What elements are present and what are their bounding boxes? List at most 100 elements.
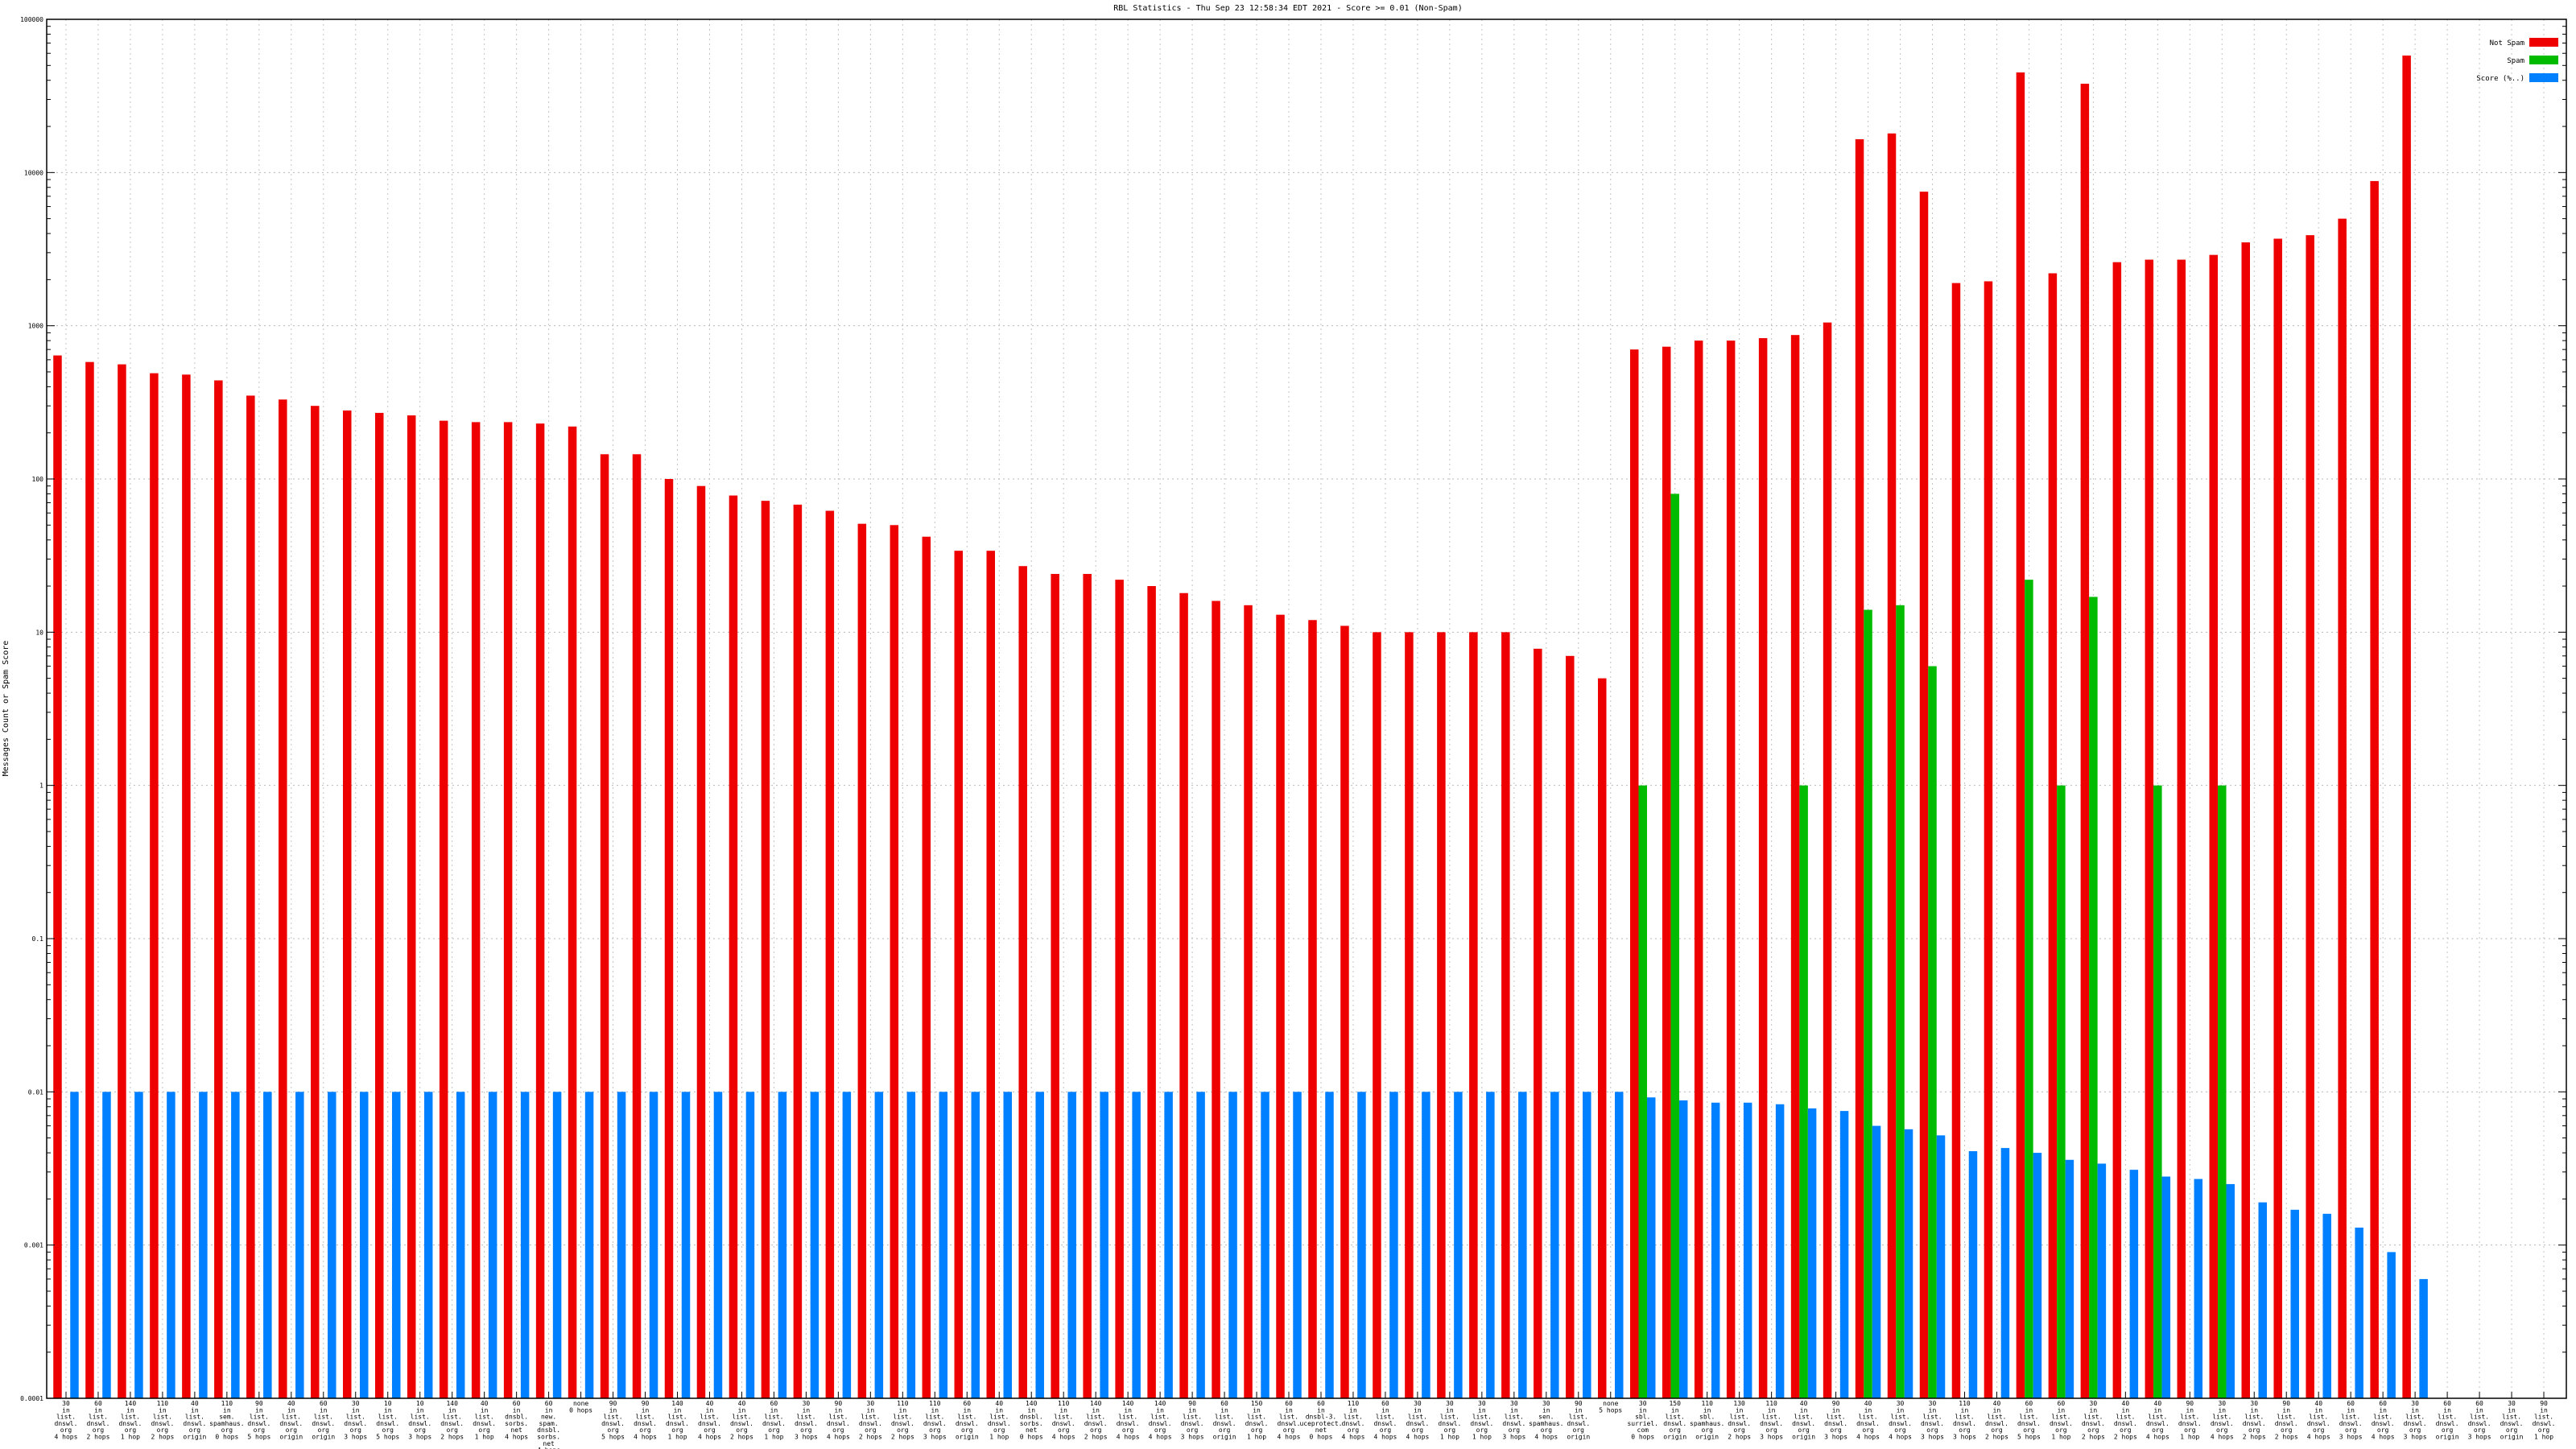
not-spam-bar [2048,273,2058,1399]
score-bar [874,1092,884,1398]
score-bar [906,1092,916,1398]
score-bar [134,1092,143,1398]
x-tick-label: 30 in sen. spamhaus. org 4 hops [1529,1400,1563,1441]
x-tick-label: 40 in list. dnswl. org origin [1792,1400,1815,1441]
legend-swatch [2529,73,2558,82]
x-tick-label: 30 in list. dnswl. org 3 hops [795,1400,818,1441]
legend-label: Not Spam [2490,39,2524,47]
score-bar [1872,1125,1881,1398]
x-tick-label: 150 in list. dnswl. org 1 hop [1245,1400,1269,1441]
x-tick-label: 10 in list. dnswl. org 5 hops [376,1400,399,1441]
score-bar [1807,1108,1817,1398]
score-bar [2161,1176,2171,1398]
x-tick-label: 30 in list. dnswl. org 4 hops [55,1400,78,1441]
not-spam-bar [279,399,287,1398]
score-bar [167,1092,175,1398]
not-spam-bar [1984,281,1993,1399]
score-bar [1357,1092,1366,1398]
not-spam-bar [1534,648,1542,1398]
y-axis-label: Messages Count or Spam Score [2,641,10,777]
spam-bar [1896,605,1905,1398]
score-bar [231,1092,240,1398]
not-spam-bar [1598,678,1607,1398]
not-spam-bar [890,525,899,1398]
bars-layer [53,56,2428,1399]
x-tick-label: 110 in list. dnswl. org 3 hops [1953,1400,1976,1441]
not-spam-bar [825,510,835,1398]
score-bar [1486,1092,1495,1398]
x-tick-label: 60 in list. dnswl. org 4 hops [1373,1400,1397,1441]
score-bar [1968,1151,1978,1398]
not-spam-bar [696,485,706,1398]
not-spam-bar [503,422,513,1398]
not-spam-bar [439,420,448,1399]
score-bar [520,1092,530,1398]
score-bar [810,1092,819,1398]
score-bar [2355,1227,2363,1398]
score-bar [1936,1135,1946,1398]
score-bar [2290,1209,2299,1398]
not-spam-bar [2016,72,2025,1398]
x-tick-label: 40 in list. dnswl. org 2 hops [1985,1400,2008,1441]
x-tick-label: 30 in list. dnswl. org 3 hops [344,1400,367,1441]
not-spam-bar [2177,259,2186,1399]
x-tick-label: 30 in list. dnswl. org 1 hop [1470,1400,1493,1441]
score-bar [456,1092,465,1398]
not-spam-bar [1566,655,1575,1398]
not-spam-bar [343,410,352,1399]
x-tick-label: 40 in list. dnswl. org 4 hops [2146,1400,2169,1441]
chart-title: RBL Statistics - Thu Sep 23 12:58:34 EDT… [1113,4,1462,13]
y-tick-label: 10 [35,629,43,636]
not-spam-bar [2080,83,2090,1398]
score-bar [1196,1092,1205,1398]
score-bar [1615,1092,1624,1398]
score-bar [2419,1278,2428,1398]
not-spam-bar [246,395,255,1399]
legend: Not Spam Spam Score (%..) [2476,38,2558,83]
x-tick-label: 30 in list. dnswl. org 3 hops [1921,1400,1944,1441]
score-bar [102,1092,111,1398]
not-spam-bar [1179,592,1188,1398]
spam-bar [2089,597,2098,1398]
x-tick-label: 110 in sem. spamhaus. org 0 hops [209,1400,244,1441]
x-tick-label: 60 in list. dnswl. org origin [312,1400,335,1441]
score-bar [1100,1092,1108,1398]
not-spam-bar [53,355,62,1398]
not-spam-bar [600,454,609,1398]
not-spam-bar [1469,632,1478,1398]
x-tick-label: 110 in list. dnswl. org 4 hops [1052,1400,1075,1441]
x-tick-label: 90 in list. dnswl. org origin [1567,1400,1590,1441]
x-tick-label: none 5 hops [1599,1400,1622,1414]
score-bar [584,1092,594,1398]
score-bar [1839,1111,1849,1398]
score-bar [971,1092,980,1398]
score-bar [1389,1092,1398,1398]
y-tick-label: 0.0001 [20,1395,43,1402]
x-tick-label: 60 in dnsbl-3. uceprotect. net 0 hops [1299,1400,1342,1441]
not-spam-bar [535,423,545,1398]
not-spam-bar [1758,338,1768,1398]
x-tick-label: 30 in sbl. surriel. com 0 hops [1627,1400,1658,1441]
not-spam-bar [1726,341,1736,1399]
score-bar [1293,1092,1302,1398]
x-tick-label: 30 in list. dnswl. org 1 hop [1438,1400,1461,1441]
legend-swatch [2529,38,2558,47]
not-spam-bar [1373,632,1381,1398]
x-tick-label: 140 in list. dnswl. org 4 hops [1117,1400,1140,1441]
not-spam-bar [761,501,770,1399]
x-tick-label: 60 in list. dnswl. org origin [956,1400,979,1441]
x-tick-label: 60 in list. dnswl. org 3 hops [2468,1400,2491,1441]
not-spam-bar [2370,180,2379,1398]
score-bar [2097,1163,2107,1398]
spam-bar [2218,785,2227,1398]
x-tick-label: 140 in list. dnswl. org 1 hop [666,1400,689,1441]
not-spam-bar [1083,573,1092,1398]
score-bar [1743,1102,1752,1398]
not-spam-bar [2145,259,2154,1399]
not-spam-bar [568,426,577,1398]
legend-label: Score (%..) [2476,75,2524,83]
not-spam-bar [1212,601,1220,1398]
x-tick-label: 140 in list. dnswl. org 2 hops [440,1400,464,1441]
